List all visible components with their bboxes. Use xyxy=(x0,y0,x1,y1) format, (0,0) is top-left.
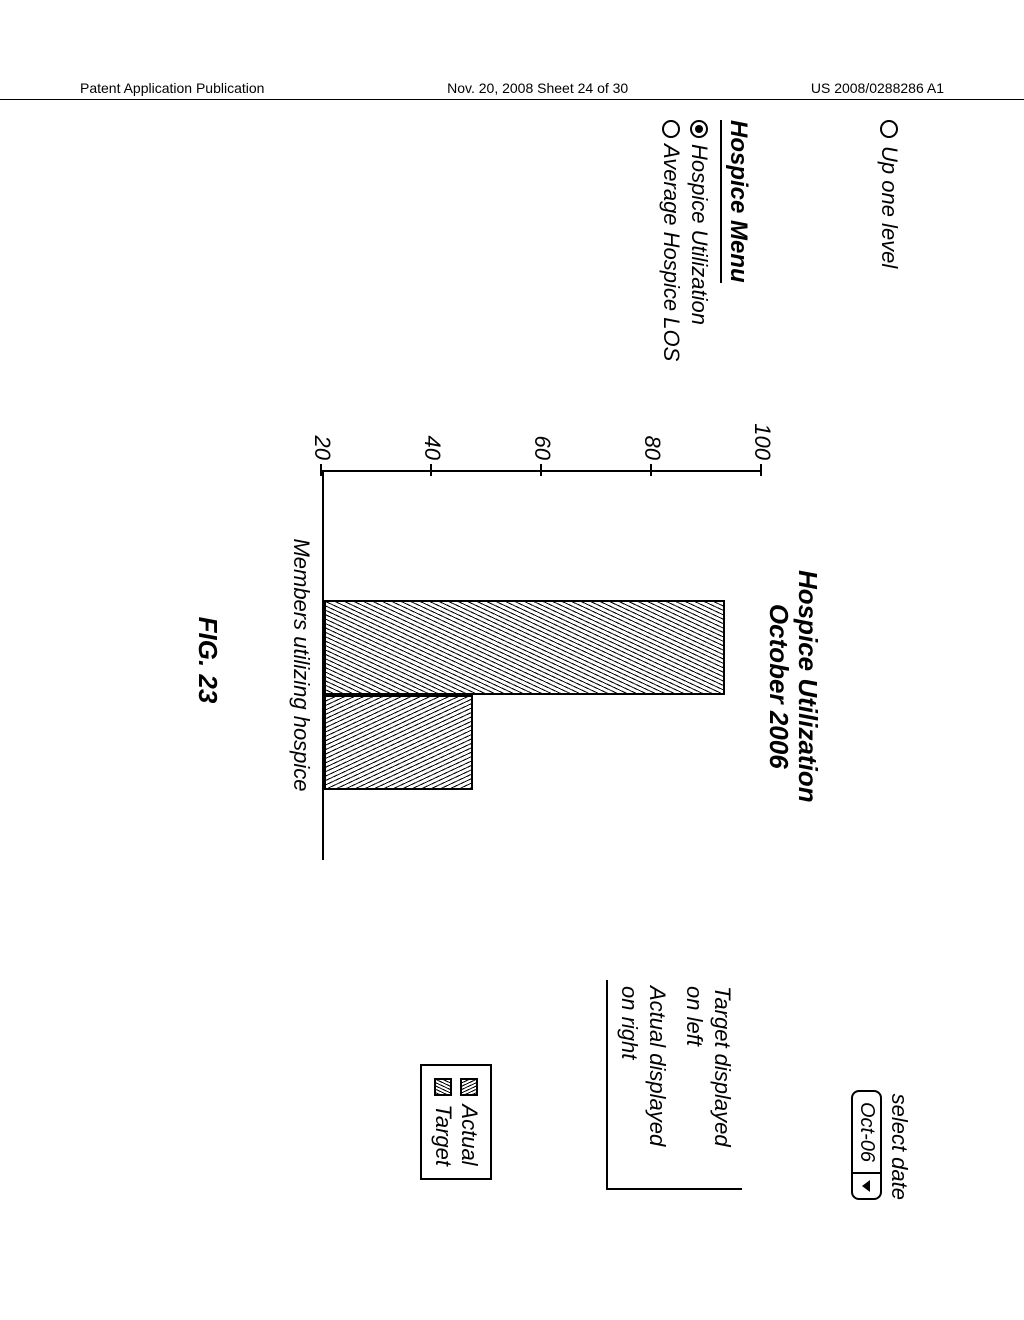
menu-item-label: Average Hospice LOS xyxy=(658,144,684,361)
x-axis-label: Members utilizing hospice xyxy=(288,470,314,860)
select-date-label: select date xyxy=(886,1090,912,1200)
note-box: Target displayed on left Actual displaye… xyxy=(606,980,742,1190)
figure-label: FIG. 23 xyxy=(192,110,223,1210)
y-tick-label: 60 xyxy=(529,436,555,460)
legend-item-actual: Actual xyxy=(456,1078,482,1166)
y-tick-label: 100 xyxy=(749,423,775,460)
y-tick-label: 40 xyxy=(419,436,445,460)
note-line: on left xyxy=(681,986,709,1178)
y-tick xyxy=(320,464,322,476)
menu-item-average-hospice-los[interactable]: Average Hospice LOS xyxy=(658,120,684,361)
menu-title: Hospice Menu xyxy=(720,120,752,283)
legend-swatch-icon xyxy=(460,1078,478,1096)
up-one-level-link[interactable]: Up one level xyxy=(876,120,902,268)
legend-item-target: Target xyxy=(430,1078,456,1166)
legend-swatch-icon xyxy=(434,1078,452,1096)
menu-item-label: Hospice Utilization xyxy=(686,144,712,325)
note-line: Target displayed xyxy=(709,986,737,1178)
chart-title: Hospice Utilization October 2006 xyxy=(765,570,822,803)
y-tick xyxy=(540,464,542,476)
header-center: Nov. 20, 2008 Sheet 24 of 30 xyxy=(447,80,628,95)
circle-icon xyxy=(880,120,898,138)
note-line: Actual displayed xyxy=(644,986,672,1178)
radio-unselected-icon xyxy=(662,120,680,138)
figure-container: Up one level Hospice Menu Hospice Utiliz… xyxy=(102,110,922,1210)
up-one-level-label: Up one level xyxy=(876,146,902,268)
bar-actual xyxy=(324,695,473,790)
header-right: US 2008/0288286 A1 xyxy=(811,80,944,95)
legend-label: Actual xyxy=(456,1104,482,1165)
select-date: select date Oct-06 xyxy=(851,1090,912,1200)
chevron-down-icon xyxy=(851,1174,882,1200)
hospice-menu: Hospice Menu Hospice Utilization Average… xyxy=(658,120,752,361)
y-tick-label: 80 xyxy=(639,436,665,460)
note-line: on right xyxy=(616,986,644,1178)
select-date-dropdown[interactable]: Oct-06 xyxy=(851,1090,882,1200)
bar-target xyxy=(324,600,725,695)
radio-selected-icon xyxy=(690,120,708,138)
legend-label: Target xyxy=(430,1104,456,1166)
y-tick xyxy=(650,464,652,476)
select-date-value: Oct-06 xyxy=(851,1090,882,1174)
y-tick-label: 20 xyxy=(309,436,335,460)
page-header: Patent Application Publication Nov. 20, … xyxy=(0,80,1024,100)
menu-item-hospice-utilization[interactable]: Hospice Utilization xyxy=(686,120,712,361)
bar-chart: 100 80 60 40 20 Members utilizing hospic… xyxy=(322,420,762,860)
chart-title-line1: Hospice Utilization xyxy=(793,570,822,803)
legend: Actual Target xyxy=(420,1064,492,1180)
y-tick xyxy=(760,464,762,476)
y-tick xyxy=(430,464,432,476)
y-axis xyxy=(322,470,762,472)
chart-title-line2: October 2006 xyxy=(765,570,794,803)
header-left: Patent Application Publication xyxy=(80,80,264,95)
